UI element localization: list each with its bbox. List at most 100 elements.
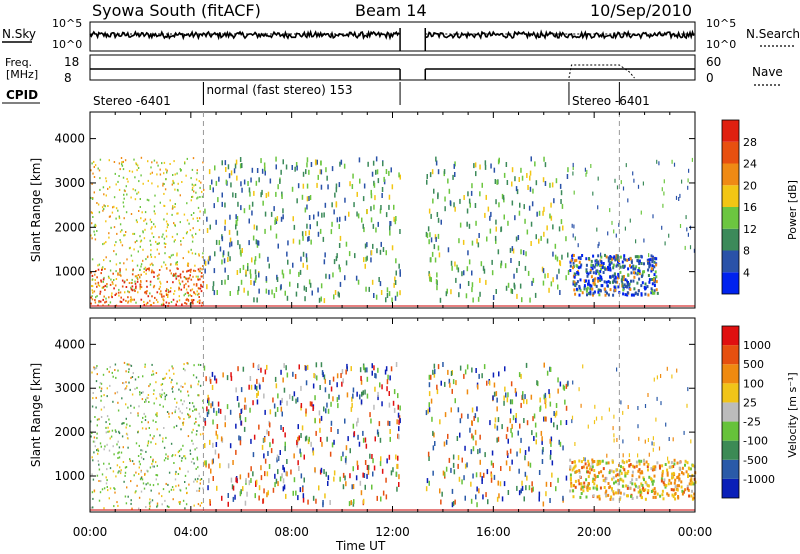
- range-cell: [208, 169, 211, 175]
- range-cell: [534, 292, 537, 298]
- range-cell: [100, 408, 103, 411]
- range-cell: [147, 440, 150, 443]
- noise-tick-left-high: 10^5: [52, 17, 82, 30]
- range-cell: [100, 272, 102, 275]
- range-cell: [607, 231, 609, 236]
- range-cell: [143, 237, 146, 240]
- range-cell: [113, 279, 115, 281]
- range-cell: [200, 285, 202, 288]
- range-cell: [109, 260, 111, 263]
- range-cell: [653, 442, 655, 447]
- range-cell: [605, 477, 608, 480]
- range-cell: [145, 427, 147, 430]
- range-cell: [149, 283, 152, 286]
- range-cell: [560, 199, 562, 204]
- range-cell: [381, 468, 384, 474]
- range-cell: [603, 280, 606, 284]
- range-cell: [208, 478, 210, 484]
- range-cell: [184, 507, 186, 510]
- range-cell: [366, 465, 369, 470]
- range-cell: [137, 191, 140, 194]
- range-cell: [531, 430, 533, 436]
- range-cell: [511, 289, 514, 294]
- range-cell: [540, 235, 542, 241]
- range-cell: [93, 436, 96, 439]
- range-cell: [353, 202, 355, 208]
- range-cell: [150, 227, 152, 230]
- range-cell: [538, 470, 541, 475]
- range-cell: [185, 288, 188, 291]
- range-cell: [358, 157, 361, 163]
- range-cell: [103, 448, 105, 451]
- range-cell: [137, 291, 139, 294]
- range-cell: [465, 293, 468, 299]
- range-cell: [324, 493, 326, 499]
- range-cell: [447, 433, 449, 439]
- range-cell: [170, 287, 172, 289]
- range-cell: [178, 279, 180, 282]
- range-cell: [624, 278, 627, 282]
- range-cell: [470, 190, 473, 196]
- range-cell: [302, 487, 304, 493]
- range-cell: [629, 481, 632, 484]
- range-cell: [124, 234, 126, 237]
- range-cell: [500, 260, 503, 266]
- range-cell: [176, 212, 178, 215]
- range-cell: [606, 284, 609, 288]
- range-cell: [554, 412, 557, 418]
- range-cell: [204, 260, 207, 266]
- range-cell: [388, 194, 391, 200]
- range-cell: [519, 202, 521, 208]
- range-cell: [147, 397, 149, 399]
- range-cell: [126, 385, 128, 388]
- range-cell: [108, 236, 110, 239]
- range-cell: [174, 411, 176, 414]
- range-cell: [454, 172, 456, 177]
- range-cell: [515, 186, 518, 192]
- range-cell: [123, 234, 125, 237]
- range-cell: [213, 290, 216, 296]
- range-cell: [91, 162, 93, 165]
- range-cell: [162, 233, 164, 236]
- range-cell: [179, 283, 181, 286]
- range-cell: [189, 289, 192, 292]
- range-cell: [303, 454, 305, 460]
- range-cell: [122, 422, 124, 425]
- range-cell: [633, 178, 635, 183]
- range-cell: [148, 507, 151, 510]
- range-cell: [137, 164, 139, 167]
- range-cell: [124, 291, 126, 294]
- range-cell: [109, 487, 112, 490]
- range-cell: [118, 188, 121, 191]
- range-cell: [105, 220, 107, 223]
- range-cell: [133, 158, 135, 161]
- range-cell: [676, 461, 679, 465]
- range-cell: [128, 368, 130, 371]
- range-cell: [345, 445, 348, 451]
- range-cell: [229, 242, 231, 248]
- range-cell: [372, 458, 374, 464]
- range-cell: [125, 381, 127, 384]
- range-cell: [154, 194, 156, 197]
- range-cell: [656, 396, 658, 401]
- range-cell: [373, 204, 375, 210]
- range-cell: [503, 400, 505, 406]
- range-cell: [136, 277, 138, 279]
- range-cell: [661, 493, 664, 497]
- range-cell: [129, 388, 131, 391]
- range-cell: [93, 368, 96, 371]
- range-cell: [371, 171, 374, 177]
- range-cell: [103, 406, 105, 409]
- range-cell: [373, 293, 375, 298]
- range-cell: [528, 446, 530, 452]
- range-cell: [266, 429, 268, 435]
- range-cell: [222, 250, 225, 256]
- range-cell: [203, 188, 205, 191]
- range-cell: [330, 427, 332, 432]
- range-cell: [152, 419, 154, 422]
- range-cell: [256, 168, 259, 173]
- range-cell: [96, 437, 98, 440]
- range-cell: [589, 292, 592, 296]
- range-cell: [173, 240, 175, 243]
- range-cell: [605, 255, 608, 259]
